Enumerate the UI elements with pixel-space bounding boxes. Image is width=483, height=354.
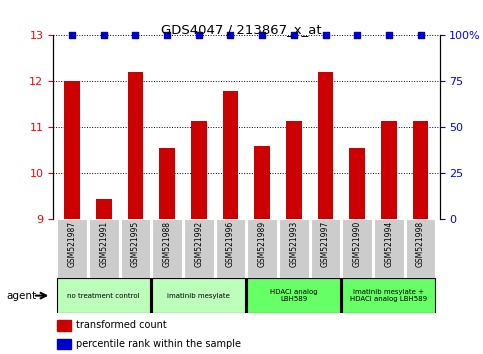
- Point: [227, 33, 234, 38]
- FancyBboxPatch shape: [247, 278, 341, 313]
- Point: [417, 33, 425, 38]
- Bar: [128, 72, 143, 219]
- FancyBboxPatch shape: [57, 278, 150, 313]
- FancyBboxPatch shape: [406, 219, 435, 278]
- Text: GSM521995: GSM521995: [131, 221, 140, 268]
- Point: [68, 33, 76, 38]
- Bar: [254, 146, 270, 219]
- Text: GSM521988: GSM521988: [163, 221, 171, 267]
- Bar: [381, 120, 397, 219]
- Text: imatinib mesylate: imatinib mesylate: [168, 293, 230, 298]
- Text: agent: agent: [6, 291, 36, 301]
- Bar: [318, 72, 333, 219]
- Text: imatinib mesylate +
HDACi analog LBH589: imatinib mesylate + HDACi analog LBH589: [350, 289, 427, 302]
- Text: GSM521994: GSM521994: [384, 221, 393, 268]
- Point: [354, 33, 361, 38]
- Point: [100, 33, 108, 38]
- Bar: [191, 120, 207, 219]
- FancyBboxPatch shape: [311, 219, 341, 278]
- Text: percentile rank within the sample: percentile rank within the sample: [76, 339, 242, 349]
- FancyBboxPatch shape: [247, 219, 277, 278]
- Bar: [159, 148, 175, 219]
- FancyBboxPatch shape: [57, 219, 87, 278]
- Point: [290, 33, 298, 38]
- Point: [195, 33, 203, 38]
- Text: HDACi analog
LBH589: HDACi analog LBH589: [270, 289, 318, 302]
- Text: GSM521998: GSM521998: [416, 221, 425, 267]
- Text: GSM521992: GSM521992: [194, 221, 203, 267]
- FancyBboxPatch shape: [121, 219, 150, 278]
- FancyBboxPatch shape: [215, 219, 245, 278]
- Bar: [64, 81, 80, 219]
- Bar: [57, 339, 71, 349]
- Text: GDS4047 / 213867_x_at: GDS4047 / 213867_x_at: [161, 23, 322, 36]
- Text: no treatment control: no treatment control: [68, 293, 140, 298]
- Text: GSM521997: GSM521997: [321, 221, 330, 268]
- FancyBboxPatch shape: [374, 219, 404, 278]
- Point: [385, 33, 393, 38]
- Point: [322, 33, 329, 38]
- Text: GSM521990: GSM521990: [353, 221, 362, 268]
- FancyBboxPatch shape: [184, 219, 213, 278]
- Point: [131, 33, 139, 38]
- FancyBboxPatch shape: [342, 219, 372, 278]
- Bar: [57, 320, 71, 331]
- FancyBboxPatch shape: [342, 278, 435, 313]
- Bar: [412, 120, 428, 219]
- Text: GSM521996: GSM521996: [226, 221, 235, 268]
- Text: GSM521993: GSM521993: [289, 221, 298, 268]
- FancyBboxPatch shape: [152, 219, 182, 278]
- Bar: [286, 120, 302, 219]
- Text: GSM521991: GSM521991: [99, 221, 108, 267]
- Text: transformed count: transformed count: [76, 320, 167, 331]
- Text: GSM521989: GSM521989: [257, 221, 267, 267]
- Text: GSM521987: GSM521987: [68, 221, 77, 267]
- FancyBboxPatch shape: [89, 219, 119, 278]
- Point: [163, 33, 171, 38]
- Point: [258, 33, 266, 38]
- FancyBboxPatch shape: [279, 219, 309, 278]
- FancyBboxPatch shape: [152, 278, 245, 313]
- Bar: [96, 199, 112, 219]
- Bar: [349, 148, 365, 219]
- Bar: [223, 91, 239, 219]
